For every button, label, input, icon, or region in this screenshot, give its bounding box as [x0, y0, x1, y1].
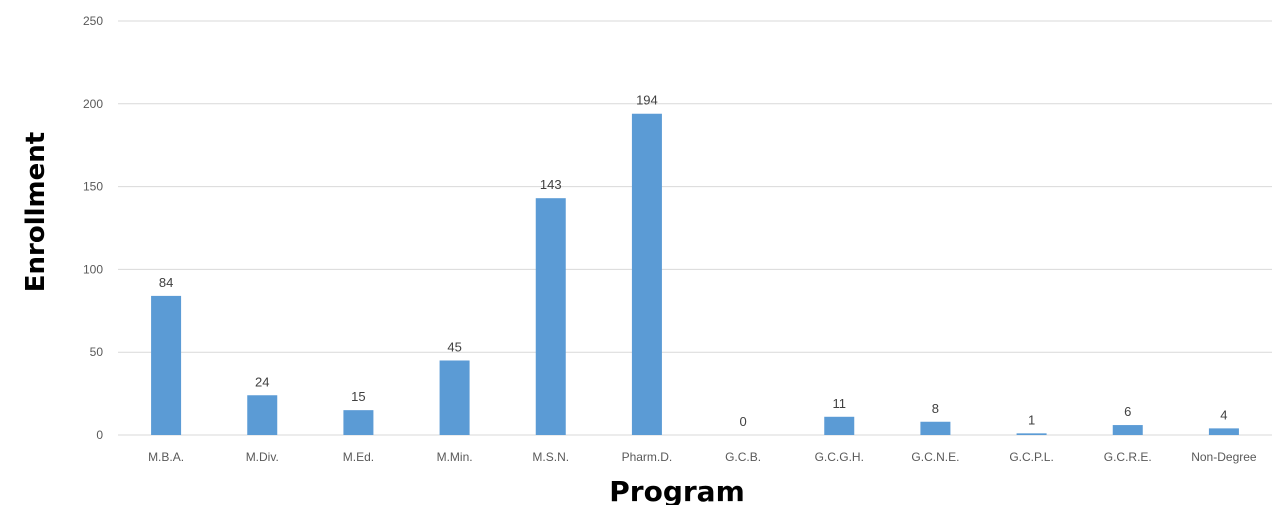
- gridlines: [118, 20, 1272, 436]
- data-label: 4: [1220, 407, 1227, 422]
- y-tick-label: 200: [83, 97, 103, 111]
- x-tick-label: M.Div.: [246, 450, 279, 464]
- x-tick-label: G.C.P.L.: [1009, 450, 1053, 464]
- y-axis-title: Enrollment: [21, 132, 51, 292]
- bars: [151, 113, 1239, 436]
- bar: [920, 421, 951, 435]
- x-tick-label: Non-Degree: [1191, 450, 1257, 464]
- x-tick-label: G.C.R.E.: [1104, 450, 1152, 464]
- y-tick-label: 50: [90, 345, 104, 359]
- data-label: 194: [636, 93, 658, 108]
- y-tick-label: 150: [83, 180, 103, 194]
- bar: [1016, 433, 1047, 435]
- x-tick-label: M.Min.: [437, 450, 473, 464]
- y-tick-label: 0: [96, 428, 103, 442]
- x-tick-label: Pharm.D.: [622, 450, 673, 464]
- bar: [1112, 425, 1143, 435]
- x-tick-label: G.C.N.E.: [911, 450, 959, 464]
- data-label: 1: [1028, 412, 1035, 427]
- data-label: 45: [447, 339, 461, 354]
- x-tick-labels: M.B.A. M.Div. M.Ed. M.Min. M.S.N. Pharm.D. G.C…: [148, 450, 1257, 464]
- y-tick-labels: 0 50 100 150 200 250: [83, 14, 103, 442]
- x-tick-label: M.Ed.: [343, 450, 374, 464]
- x-tick-label: M.B.A.: [148, 450, 184, 464]
- data-label: 6: [1124, 404, 1131, 419]
- bar: [151, 295, 182, 435]
- bar: [824, 416, 855, 435]
- data-label: 11: [833, 396, 847, 411]
- bar: [247, 395, 278, 435]
- x-tick-label: M.S.N.: [532, 450, 569, 464]
- x-tick-label: G.C.B.: [725, 450, 761, 464]
- y-tick-label: 100: [83, 262, 103, 276]
- data-label: 143: [540, 177, 562, 192]
- x-tick-label: G.C.G.H.: [815, 450, 864, 464]
- bar: [535, 198, 566, 435]
- bar: [439, 360, 470, 435]
- data-label: 15: [351, 389, 365, 404]
- data-label: 0: [739, 414, 746, 429]
- x-axis-title: Program: [609, 475, 745, 505]
- data-label: 24: [255, 374, 269, 389]
- bar: [631, 113, 662, 436]
- data-labels: 84 24 15 45 143 194 0 11 8 1 6 4: [159, 93, 1228, 429]
- data-label: 8: [932, 401, 939, 416]
- data-label: 84: [159, 275, 173, 290]
- y-tick-label: 250: [83, 14, 103, 28]
- bar: [343, 410, 374, 435]
- bar: [1208, 428, 1239, 435]
